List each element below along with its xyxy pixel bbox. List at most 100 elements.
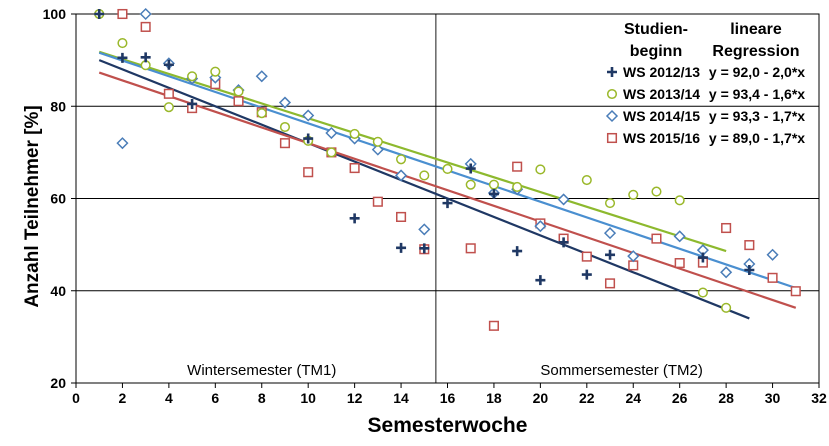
data-point bbox=[395, 169, 408, 182]
x-tick-label: 18 bbox=[486, 390, 502, 406]
legend-regression-equation: y = 89,0 - 1,7*x bbox=[709, 130, 805, 146]
data-point bbox=[697, 287, 708, 298]
data-point bbox=[465, 179, 476, 190]
data-point bbox=[603, 227, 617, 240]
data-point bbox=[721, 222, 732, 234]
data-point bbox=[139, 7, 152, 21]
data-point bbox=[233, 96, 244, 107]
data-point bbox=[187, 71, 198, 82]
data-point bbox=[418, 223, 431, 236]
legend-marker bbox=[606, 88, 618, 100]
data-point bbox=[325, 126, 338, 140]
x-tick-label: 22 bbox=[579, 390, 595, 406]
data-point bbox=[140, 21, 151, 32]
data-point bbox=[558, 237, 569, 248]
data-point bbox=[210, 66, 221, 77]
data-point bbox=[604, 198, 616, 209]
legend-header-regression: Regression bbox=[712, 43, 799, 60]
data-point bbox=[581, 175, 592, 186]
data-point bbox=[140, 52, 151, 63]
y-axis-title: Anzahl Teilnehmer [%] bbox=[22, 105, 43, 307]
data-point bbox=[163, 88, 174, 99]
data-point bbox=[117, 8, 128, 20]
data-point bbox=[627, 250, 640, 263]
y-tick-label: 40 bbox=[50, 283, 66, 299]
data-point bbox=[465, 243, 476, 254]
data-point bbox=[303, 167, 314, 178]
x-tick-label: 30 bbox=[765, 390, 781, 406]
data-point bbox=[790, 286, 801, 297]
data-point bbox=[604, 278, 616, 289]
data-point bbox=[674, 195, 685, 206]
data-point bbox=[372, 136, 383, 147]
legend-series-name: WS 2014/15 bbox=[623, 108, 700, 124]
data-point bbox=[512, 161, 523, 172]
data-point bbox=[605, 249, 616, 260]
data-point bbox=[256, 108, 267, 119]
data-point bbox=[465, 163, 476, 174]
data-point bbox=[396, 211, 407, 222]
data-point bbox=[255, 70, 268, 83]
x-tick-label: 6 bbox=[211, 390, 219, 406]
data-point bbox=[535, 164, 546, 175]
x-tick-label: 26 bbox=[672, 390, 688, 406]
data-point bbox=[697, 252, 708, 263]
legend-regression-equation: y = 93,3 - 1,7*x bbox=[709, 108, 805, 124]
data-point bbox=[187, 98, 198, 109]
legend-header-regression: lineare bbox=[730, 21, 782, 38]
data-point bbox=[581, 269, 592, 280]
data-point bbox=[581, 251, 592, 262]
x-tick-label: 0 bbox=[72, 390, 80, 406]
x-tick-label: 16 bbox=[440, 390, 456, 406]
x-axis-title: Semesterwoche bbox=[368, 414, 528, 437]
data-point bbox=[534, 220, 547, 233]
x-tick-label: 14 bbox=[393, 390, 409, 406]
x-tick-label: 12 bbox=[347, 390, 363, 406]
y-tick-label: 60 bbox=[50, 191, 66, 207]
data-point bbox=[233, 86, 244, 97]
data-point bbox=[628, 189, 639, 200]
data-point bbox=[278, 96, 292, 109]
legend-marker bbox=[605, 109, 619, 123]
data-point bbox=[557, 193, 570, 206]
data-point bbox=[163, 102, 174, 113]
data-point bbox=[116, 137, 129, 150]
x-tick-label: 8 bbox=[258, 390, 266, 406]
legend-header-start: Studien- bbox=[624, 21, 688, 38]
legend-series-name: WS 2013/14 bbox=[623, 86, 700, 102]
region-label: Wintersemester (TM1) bbox=[187, 362, 336, 379]
data-point bbox=[674, 258, 685, 269]
data-point bbox=[651, 186, 662, 197]
data-point bbox=[117, 52, 128, 63]
data-point bbox=[512, 181, 523, 193]
x-tick-label: 32 bbox=[811, 390, 827, 406]
legend-marker bbox=[607, 67, 617, 77]
legend-regression-equation: y = 92,0 - 2,0*x bbox=[709, 64, 805, 80]
y-tick-label: 80 bbox=[50, 98, 66, 114]
data-point bbox=[371, 143, 384, 156]
data-point bbox=[279, 138, 291, 149]
y-tick-label: 20 bbox=[50, 375, 66, 391]
data-point bbox=[396, 154, 407, 165]
data-point bbox=[349, 213, 360, 224]
data-point bbox=[512, 246, 523, 257]
data-point bbox=[744, 264, 755, 275]
data-point bbox=[349, 128, 360, 139]
x-tick-label: 24 bbox=[625, 390, 641, 406]
data-point bbox=[419, 243, 430, 254]
data-point bbox=[442, 198, 453, 209]
legend-header-start: beginn bbox=[630, 43, 682, 60]
data-point bbox=[117, 38, 128, 49]
data-point bbox=[721, 302, 732, 313]
data-point bbox=[349, 163, 360, 174]
data-point bbox=[767, 272, 778, 283]
x-tick-label: 2 bbox=[119, 390, 127, 406]
regression-line bbox=[98, 50, 727, 253]
x-tick-label: 28 bbox=[718, 390, 734, 406]
data-point bbox=[372, 196, 383, 207]
data-point bbox=[535, 275, 546, 286]
data-point bbox=[488, 320, 499, 331]
legend-regression-equation: y = 93,4 - 1,6*x bbox=[709, 86, 805, 102]
